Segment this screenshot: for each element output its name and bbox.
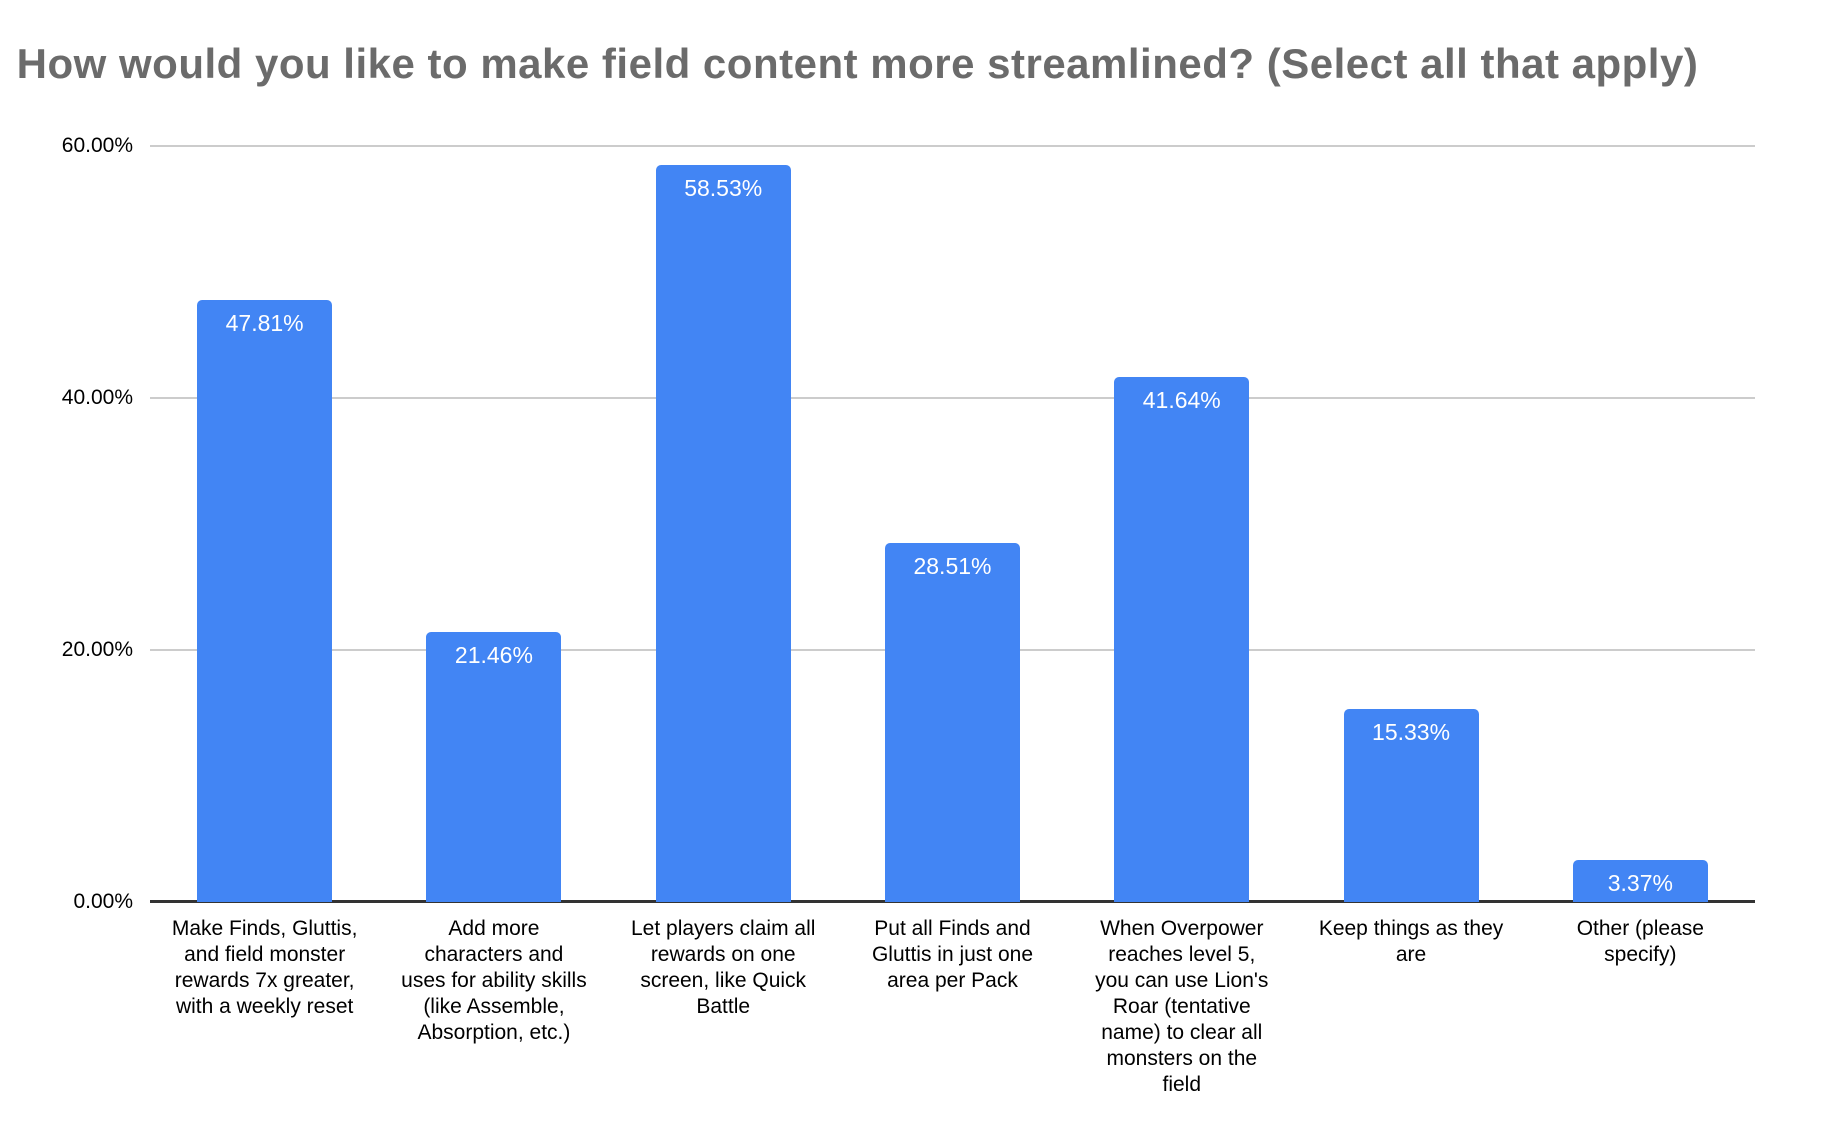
bar-value-label-6: 3.37% <box>1607 869 1673 896</box>
bar-slot-3: 28.51% <box>838 146 1067 902</box>
bar-2[interactable]: 58.53% <box>655 164 791 902</box>
y-tick-label-20: 20.00% <box>61 638 133 661</box>
category-label-3: Put all Finds and Gluttis in just one ar… <box>871 917 1034 992</box>
category-label-5: Keep things as they are <box>1318 917 1504 966</box>
bar-slot-6: 3.37% <box>1526 146 1755 902</box>
bar-slot-5: 15.33% <box>1296 146 1525 902</box>
bar-value-label-1: 21.46% <box>454 641 533 668</box>
chart-title: How would you like to make field content… <box>16 40 1699 87</box>
category-slot-5: Keep things as they are <box>1296 916 1525 1098</box>
bar-0[interactable]: 47.81% <box>197 299 333 902</box>
category-slot-6: Other (please specify) <box>1526 916 1755 1098</box>
gridline-60 <box>150 145 1755 147</box>
category-label-4: When Overpower reaches level 5, you can … <box>1095 917 1269 1096</box>
bar-3[interactable]: 28.51% <box>884 542 1020 902</box>
category-label-1: Add more characters and uses for ability… <box>401 917 587 1044</box>
x-axis-labels: Make Finds, Gluttis, and field monster r… <box>150 916 1755 1098</box>
bar-value-label-2: 58.53% <box>684 174 763 201</box>
category-slot-1: Add more characters and uses for ability… <box>379 916 608 1098</box>
y-tick-label-60: 60.00% <box>61 134 133 157</box>
gridline-40 <box>150 396 1755 399</box>
category-slot-3: Put all Finds and Gluttis in just one ar… <box>838 916 1067 1098</box>
category-label-6: Other (please specify) <box>1576 917 1704 966</box>
bar-value-label-4: 41.64% <box>1142 387 1221 414</box>
bar-5[interactable]: 15.33% <box>1343 708 1479 902</box>
category-slot-2: Let players claim all rewards on one scr… <box>609 916 838 1098</box>
bars-container: 47.81% 21.46% 58.53% 28.51% 41.64% 15.33% 3.37… <box>150 146 1755 902</box>
y-tick-label-0: 0.00% <box>73 890 133 913</box>
bar-4[interactable]: 41.64% <box>1114 377 1250 902</box>
bar-value-label-0: 47.81% <box>225 309 304 336</box>
category-slot-0: Make Finds, Gluttis, and field monster r… <box>150 916 379 1098</box>
category-label-2: Let players claim all rewards on one scr… <box>631 917 816 1018</box>
bar-6[interactable]: 3.37% <box>1572 859 1708 902</box>
y-tick-label-40: 40.00% <box>61 386 133 409</box>
bar-slot-0: 47.81% <box>150 146 379 902</box>
bar-slot-4: 41.64% <box>1067 146 1296 902</box>
bar-slot-1: 21.46% <box>379 146 608 902</box>
bar-value-label-3: 28.51% <box>913 552 992 579</box>
category-slot-4: When Overpower reaches level 5, you can … <box>1067 916 1296 1098</box>
bar-1[interactable]: 21.46% <box>426 631 562 902</box>
bar-slot-2: 58.53% <box>609 146 838 902</box>
category-label-0: Make Finds, Gluttis, and field monster r… <box>171 917 358 1018</box>
bar-value-label-5: 15.33% <box>1372 718 1451 745</box>
